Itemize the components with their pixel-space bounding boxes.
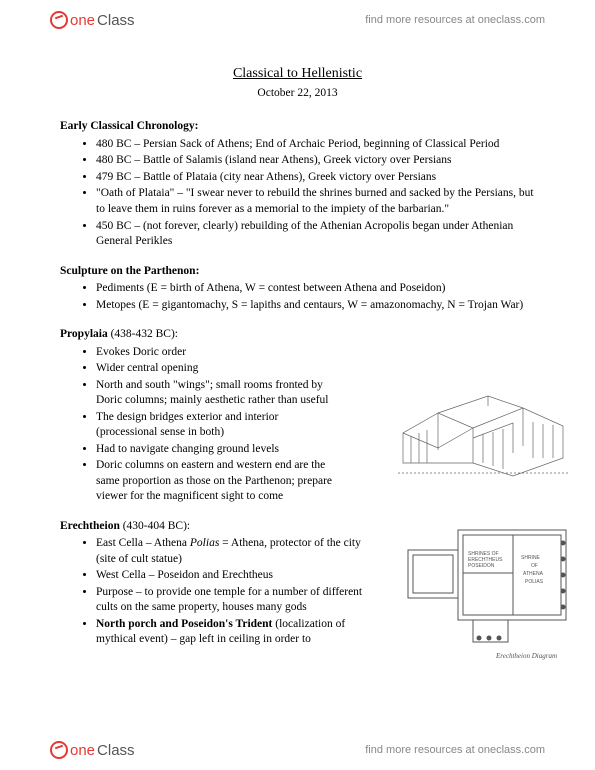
resources-link-bottom[interactable]: find more resources at oneclass.com [365, 744, 545, 756]
list-item: Purpose – to provide one temple for a nu… [96, 585, 535, 616]
section-heading-erechtheion: Erechtheion (430-404 BC): [60, 519, 535, 535]
logo-text-class: Class [97, 742, 135, 759]
logo-icon [50, 11, 68, 29]
list-item: Metopes (E = gigantomachy, S = lapiths a… [96, 298, 535, 314]
list-item: Evokes Doric order [96, 345, 535, 361]
page-title: Classical to Hellenistic [60, 65, 535, 84]
section-heading-sculpture: Sculpture on the Parthenon: [60, 264, 535, 280]
logo-text-one: one [70, 12, 95, 29]
list-item: Doric columns on eastern and western end… [96, 458, 535, 505]
logo-icon [50, 741, 68, 759]
resources-link-top[interactable]: find more resources at oneclass.com [365, 14, 545, 26]
list-item: 479 BC – Battle of Plataia (city near At… [96, 170, 535, 186]
section-heading-propylaia: Propylaia (438-432 BC): [60, 327, 535, 343]
page-header: oneClass find more resources at oneclass… [0, 0, 595, 40]
list-item: North porch and Poseidon's Trident (loca… [96, 617, 535, 648]
list-item: 450 BC – (not forever, clearly) rebuildi… [96, 219, 535, 250]
list-item: Pediments (E = birth of Athena, W = cont… [96, 281, 535, 297]
logo-text-one: one [70, 742, 95, 759]
list-item: East Cella – Athena Polias = Athena, pro… [96, 536, 535, 567]
list-item: Wider central opening [96, 361, 535, 377]
sculpture-list: Pediments (E = birth of Athena, W = cont… [60, 281, 535, 313]
list-item: The design bridges exterior and interior… [96, 410, 535, 441]
logo-text-class: Class [97, 12, 135, 29]
page-date: October 22, 2013 [60, 86, 535, 102]
list-item: 480 BC – Battle of Salamis (island near … [96, 153, 535, 169]
logo-footer[interactable]: oneClass [50, 741, 135, 759]
chronology-list: 480 BC – Persian Sack of Athens; End of … [60, 137, 535, 250]
document-body: Classical to Hellenistic October 22, 201… [0, 40, 595, 662]
list-item: North and south "wings"; small rooms fro… [96, 378, 535, 409]
page-footer: oneClass find more resources at oneclass… [0, 730, 595, 770]
erechtheion-list: East Cella – Athena Polias = Athena, pro… [60, 536, 535, 648]
propylaia-list: Evokes Doric order Wider central opening… [60, 345, 535, 505]
list-item: West Cella – Poseidon and Erechtheus [96, 568, 535, 584]
section-heading-chronology: Early Classical Chronology: [60, 119, 535, 135]
list-item: Had to navigate changing ground levels [96, 442, 535, 458]
list-item: "Oath of Plataia" – "I swear never to re… [96, 186, 535, 217]
logo[interactable]: oneClass [50, 11, 135, 29]
list-item: 480 BC – Persian Sack of Athens; End of … [96, 137, 535, 153]
